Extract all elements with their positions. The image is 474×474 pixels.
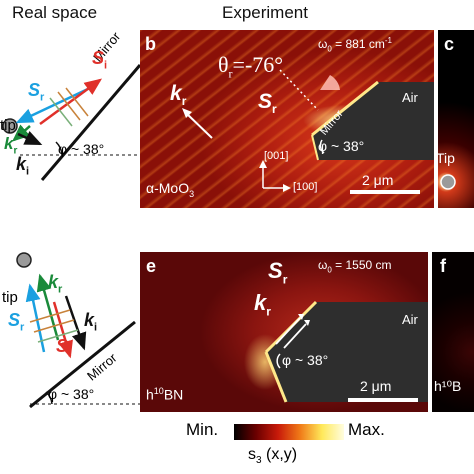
k-i-arrow (17, 130, 43, 146)
top-tip-label: tip (0, 117, 16, 134)
colorbar-label: s3 (x,y) (248, 446, 298, 467)
panel-e-air: Air (402, 312, 418, 327)
panel-f-image: f h¹⁰B (432, 252, 474, 412)
sample-edge-e (266, 302, 428, 402)
bottom-k-i-label: ki (84, 310, 98, 334)
tip-circle-bottom (16, 252, 32, 268)
panel-e-omega: ω0 = 1550 cm (318, 258, 392, 275)
panel-c-tip: Tip (438, 150, 455, 166)
panel-e-material: h10BN (146, 386, 184, 403)
top-s-r-label: Sr (28, 80, 45, 104)
panel-e-k-r: kr (254, 290, 271, 319)
top-angle-label: φ ~ 38° (58, 141, 105, 157)
colorbar-gradient (234, 424, 344, 440)
bottom-schematic (16, 252, 140, 409)
sample-edge-b (312, 82, 434, 160)
panel-b-k-r: kr (170, 82, 187, 109)
panel-f-letter: f (440, 256, 446, 276)
panel-f-material: h¹⁰B (434, 378, 462, 394)
panel-b-letter: b (145, 34, 156, 54)
scale-bar-b (350, 190, 420, 194)
tip-circle-c (440, 174, 456, 190)
top-schematic (2, 64, 140, 181)
colorbar-min-label: Min. (186, 420, 219, 439)
panel-e-image: e ω0 = 1550 cm Sr kr Air φ ~ 38° h10BN 2… (140, 252, 428, 412)
panel-b-axis-100: [100] (293, 181, 318, 193)
mirror-line (40, 64, 140, 181)
bottom-s-r-label: Sr (8, 310, 25, 334)
top-s-i-label: Si (92, 48, 108, 72)
panel-b-angle: φ ~ 38° (318, 138, 365, 154)
angle-arc (55, 141, 63, 156)
real-space-header: Real space (12, 3, 98, 22)
panel-c-image: c Tip (438, 30, 474, 208)
panel-b-axis-001: [001] (264, 150, 289, 162)
bottom-k-r-label: kr (48, 272, 63, 296)
top-k-i-label: ki (16, 154, 30, 178)
panel-b-material: α-MoO3 (146, 180, 195, 199)
panel-c-letter: c (444, 34, 455, 54)
colorbar-max-label: Max. (348, 420, 385, 439)
experiment-header: Experiment (222, 3, 308, 22)
bottom-tip-label: tip (2, 289, 18, 306)
panel-e-letter: e (146, 256, 157, 276)
bottom-s-i-label: Si (56, 336, 72, 360)
panel-b-air: Air (402, 90, 418, 105)
k-r-arrow (12, 124, 31, 142)
s-i-arrow (39, 78, 103, 126)
panel-b-omega: ω0 = 881 cm-1 (318, 36, 392, 54)
panel-b-theta: θr=-76° (218, 52, 284, 81)
s-r-arrow (15, 86, 91, 124)
panel-b-scale: 2 μm (362, 172, 394, 188)
panel-e-angle: φ ~ 38° (282, 352, 329, 368)
k-r-arrow-b (184, 111, 213, 139)
scale-bar-e (348, 398, 418, 402)
top-k-r-label: kr (4, 134, 18, 157)
panel-b-image: b ω0 = 881 cm-1 θr=-76° kr Sr Mirror Air… (140, 30, 434, 208)
panel-e-scale: 2 μm (360, 378, 392, 394)
bottom-angle-label: φ ~ 38° (48, 386, 95, 402)
panel-b-s-r: Sr (258, 90, 277, 117)
panel-e-s-r: Sr (268, 258, 288, 287)
